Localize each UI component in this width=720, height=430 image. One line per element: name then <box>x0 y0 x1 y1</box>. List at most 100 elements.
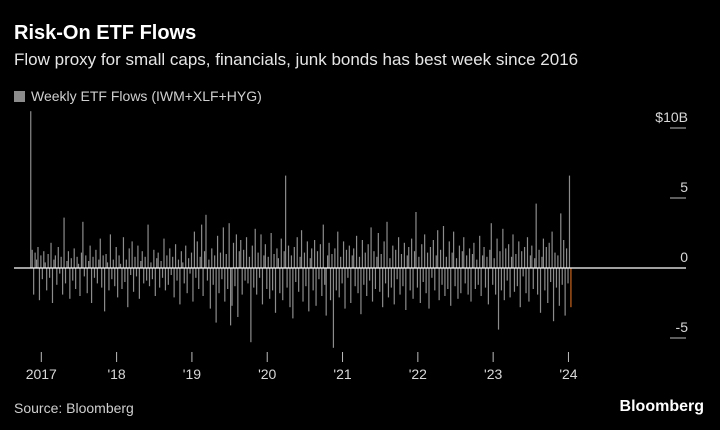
bar <box>387 268 390 298</box>
bar <box>445 256 447 268</box>
bar <box>272 268 274 291</box>
bar <box>195 268 197 278</box>
bar <box>547 268 549 303</box>
bars-group <box>30 111 572 348</box>
bar <box>33 268 35 295</box>
bar <box>460 268 462 294</box>
bar <box>218 268 220 294</box>
bar <box>390 268 392 288</box>
bar <box>477 268 479 285</box>
bar <box>347 268 349 278</box>
bar <box>205 214 207 268</box>
bar <box>438 268 440 301</box>
bar <box>190 252 193 268</box>
bar <box>102 255 104 268</box>
bar <box>470 268 472 302</box>
bar <box>528 268 530 302</box>
bar <box>75 268 77 289</box>
bar <box>535 203 537 268</box>
bar <box>134 256 136 268</box>
bar <box>409 268 411 291</box>
bar <box>96 268 98 284</box>
bar <box>429 247 432 268</box>
bar <box>166 255 168 268</box>
bar <box>241 268 243 295</box>
bar <box>188 258 190 268</box>
bar <box>503 268 505 301</box>
bar <box>151 268 153 280</box>
bar <box>250 268 252 343</box>
bar <box>235 234 237 268</box>
bar <box>525 268 527 294</box>
bar <box>331 254 333 268</box>
bar <box>447 268 449 289</box>
bar <box>269 268 271 299</box>
bar <box>361 240 363 268</box>
bar <box>109 234 111 268</box>
bar <box>519 268 521 308</box>
bar <box>285 175 287 268</box>
bar <box>295 268 297 282</box>
bar <box>230 268 232 326</box>
bar <box>99 238 101 268</box>
bar <box>256 268 258 295</box>
bar <box>457 268 459 299</box>
bar <box>473 242 475 268</box>
legend-swatch <box>14 90 25 102</box>
bar <box>322 224 324 268</box>
bar <box>552 268 555 322</box>
bar <box>59 268 61 274</box>
bar <box>31 249 33 268</box>
bar <box>545 247 547 268</box>
bar <box>185 245 187 268</box>
bar <box>364 252 366 268</box>
bar <box>140 261 142 268</box>
bar <box>455 258 458 268</box>
bar <box>325 268 327 316</box>
x-tick-label: '20 <box>258 366 276 382</box>
bar <box>201 224 203 268</box>
bar <box>400 254 403 268</box>
bar <box>243 249 245 268</box>
bar <box>53 259 55 268</box>
bar <box>30 111 32 268</box>
bar <box>542 238 545 268</box>
bar <box>486 256 488 268</box>
bar <box>551 231 553 268</box>
bar <box>69 268 71 299</box>
bar <box>258 268 261 278</box>
bar <box>537 268 539 295</box>
bar <box>35 259 38 268</box>
bar <box>115 247 117 268</box>
bar <box>380 254 382 268</box>
bar <box>143 268 145 284</box>
bar <box>399 268 401 295</box>
bar <box>505 248 507 268</box>
bar <box>389 258 391 268</box>
bar <box>319 244 321 268</box>
bar <box>318 268 320 280</box>
bar <box>360 268 362 315</box>
bar <box>50 242 52 268</box>
bar <box>523 247 526 268</box>
bar <box>496 238 498 268</box>
bar <box>70 258 72 268</box>
bar <box>458 245 461 268</box>
bar <box>73 248 75 268</box>
bar <box>154 268 156 296</box>
bar <box>567 268 569 284</box>
bar <box>72 268 74 281</box>
bar <box>384 268 387 284</box>
bar <box>373 251 375 268</box>
bar <box>463 237 465 268</box>
bar <box>508 244 510 268</box>
bar <box>434 268 436 291</box>
bar <box>302 268 304 302</box>
bar <box>314 240 316 268</box>
bar <box>568 175 571 268</box>
bar <box>499 251 501 268</box>
bar <box>377 233 379 268</box>
bar <box>164 268 167 291</box>
bar <box>299 256 301 268</box>
bar <box>43 251 45 268</box>
